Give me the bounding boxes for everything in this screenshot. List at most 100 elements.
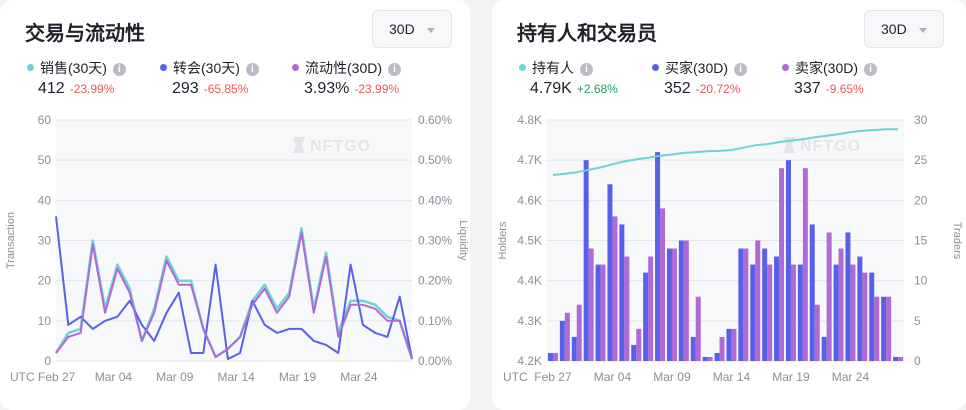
legend-sellers[interactable]: 卖家(30D) i: [782, 58, 878, 78]
sellers-bar: [838, 248, 844, 361]
sellers-bar: [886, 296, 892, 361]
legend-buyers[interactable]: 买家(30D) i: [652, 58, 748, 78]
buyers-bar: [785, 160, 791, 361]
buyers-bar: [750, 264, 756, 361]
sellers-bar: [707, 356, 713, 361]
stat-holders: 4.79K +2.68%: [530, 80, 618, 98]
sellers-bar: [660, 208, 666, 361]
legend-holders[interactable]: 持有人 i: [519, 58, 593, 78]
range-label: 30D: [389, 21, 415, 37]
sellers-bar: [779, 168, 785, 361]
y-axis-label: Holders: [497, 221, 509, 259]
legend-label: 卖家(30D): [795, 60, 859, 76]
x-tick-label: Mar 09: [653, 370, 691, 384]
chevron-down-icon: [427, 28, 435, 33]
y-tick-label: 4.4K: [517, 274, 542, 288]
y2-axis-label: Traders: [951, 222, 963, 260]
stat-change: -23.99%: [354, 82, 400, 96]
legend-transfers[interactable]: 转会(30天) i: [160, 58, 259, 78]
buyers-bar: [607, 184, 613, 361]
info-icon[interactable]: i: [245, 63, 259, 76]
y2-tick-label: 0.20%: [418, 274, 452, 288]
stat-sellers: 337 -9.65%: [794, 80, 864, 98]
y2-tick-label: 15: [914, 234, 928, 248]
stat-sales: 412 -23.99%: [38, 80, 114, 98]
legend-label: 买家(30D): [665, 60, 729, 76]
stat-value: 337: [794, 80, 821, 97]
stat-change: -9.65%: [825, 82, 864, 96]
info-icon[interactable]: i: [734, 63, 748, 76]
x-tick-label: Mar 24: [832, 370, 870, 384]
legend-sales[interactable]: 销售(30天) i: [27, 58, 126, 78]
buyers-bar: [738, 248, 744, 361]
holders-line: [552, 128, 899, 176]
watermark-text: NFTGO: [310, 138, 371, 155]
legend-liquidity[interactable]: 流动性(30D) i: [292, 58, 402, 78]
y2-tick-label: 0.60%: [418, 113, 452, 127]
sellers-bar: [719, 336, 725, 361]
sellers-bar: [636, 328, 642, 361]
stat-change: -65.85%: [203, 82, 249, 96]
stat-value: 293: [172, 80, 199, 97]
sellers-bar: [743, 248, 749, 361]
sellers-bar: [648, 256, 654, 361]
buyers-bar: [583, 160, 589, 361]
legend-label: 流动性(30D): [305, 60, 383, 76]
x-tick-label: Feb 27: [534, 370, 572, 384]
y-tick-label: 20: [38, 274, 52, 288]
x-tick-label: Mar 19: [772, 370, 810, 384]
buyers-bar: [762, 248, 768, 361]
buyers-bar: [714, 352, 720, 361]
sellers-bar: [564, 312, 570, 361]
x-tick-label: Mar 19: [279, 370, 317, 384]
range-label: 30D: [881, 21, 907, 37]
stat-value: 412: [38, 80, 65, 97]
transactions-liquidity-card: 交易与流动性 30D 销售(30天) i 412 -23.99% 转会(30天) i …: [0, 0, 470, 410]
buyers-bar: [893, 356, 899, 361]
sellers-bar: [552, 352, 558, 361]
y2-tick-label: 0.40%: [418, 193, 452, 207]
x-tick-label: Mar 24: [340, 370, 378, 384]
sellers-bar: [624, 256, 630, 361]
y-tick-label: 30: [38, 234, 52, 248]
info-icon[interactable]: i: [580, 63, 593, 76]
legend-dot: [652, 64, 659, 71]
sellers-bar: [802, 168, 808, 361]
x-tick-label: Mar 09: [156, 370, 194, 384]
stat-change: +2.68%: [576, 82, 618, 96]
sellers-bar: [612, 216, 618, 361]
buyers-bar: [631, 344, 637, 361]
sellers-bar: [814, 304, 820, 361]
sellers-bar: [767, 264, 773, 361]
liquidity-line: [55, 231, 413, 360]
y-tick-label: 50: [38, 153, 52, 167]
legend-dot: [782, 64, 789, 71]
sellers-bar: [576, 304, 582, 361]
y2-tick-label: 0: [914, 354, 921, 368]
sellers-bar: [600, 264, 606, 361]
info-icon[interactable]: i: [388, 63, 402, 76]
nftgo-logo-icon: [293, 137, 305, 153]
y-tick-label: 4.6K: [517, 193, 542, 207]
y2-tick-label: 5: [914, 314, 921, 328]
stat-change: -20.72%: [695, 82, 741, 96]
buyers-bar: [809, 224, 815, 361]
transactions-liquidity-chart: 0 10 20 30 40 50 60 0.00% 0.10% 0.20% 0.30% 0.40% 0.…: [5, 113, 469, 384]
y2-tick-label: 0.10%: [418, 314, 452, 328]
buyers-bar: [619, 224, 625, 361]
buyers-bar: [857, 256, 863, 361]
stat-transfers: 293 -65.85%: [172, 80, 248, 98]
sellers-bar: [671, 248, 677, 361]
buyers-bar: [643, 272, 649, 361]
info-icon[interactable]: i: [864, 63, 878, 76]
card-title: 交易与流动性: [25, 23, 145, 45]
info-icon[interactable]: i: [112, 63, 126, 76]
range-dropdown[interactable]: 30D: [372, 10, 452, 48]
sellers-bar: [755, 240, 761, 361]
buyers-bar: [571, 336, 577, 361]
range-dropdown[interactable]: 30D: [864, 10, 944, 48]
buyers-bar: [726, 328, 732, 361]
chevron-down-icon: [919, 28, 927, 33]
y-tick-label: 60: [38, 113, 52, 127]
legend-label: 转会(30天): [173, 60, 240, 76]
